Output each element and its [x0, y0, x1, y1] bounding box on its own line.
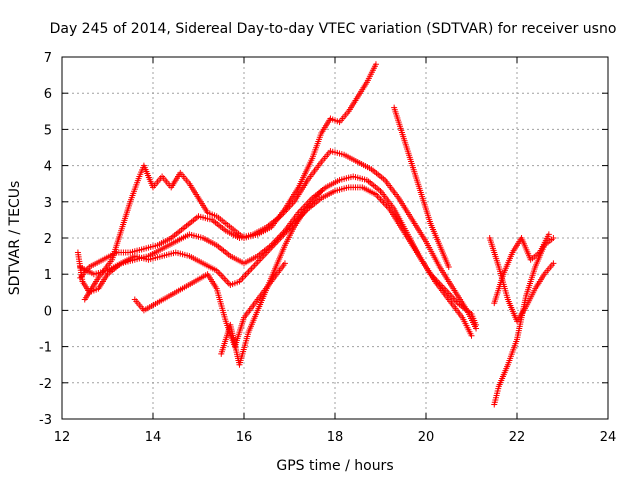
- y-tick-label: -1: [39, 341, 52, 356]
- y-tick-label: 6: [44, 87, 52, 102]
- data-point: [318, 187, 325, 194]
- x-axis-label: GPS time / hours: [276, 458, 393, 474]
- x-tick-label: 16: [236, 430, 253, 445]
- x-tick-label: 14: [145, 430, 162, 445]
- x-tick-label: 22: [509, 430, 526, 445]
- data-point: [445, 263, 452, 270]
- y-tick-label: -3: [39, 413, 52, 428]
- y-tick-label: 2: [44, 232, 52, 247]
- data-point: [473, 325, 480, 332]
- data-point: [468, 332, 475, 339]
- y-axis-label: SDTVAR / TECUs: [7, 181, 23, 296]
- x-tick-label: 24: [600, 430, 617, 445]
- x-tick-label: 20: [418, 430, 435, 445]
- data-point: [281, 260, 288, 267]
- data-points: [74, 61, 557, 408]
- plot-frame: [61, 56, 609, 420]
- y-tick-label: 7: [44, 51, 52, 66]
- y-tick-label: 0: [44, 304, 52, 319]
- data-point: [550, 260, 557, 267]
- y-tick-label: -2: [39, 377, 52, 392]
- y-tick-label: 1: [44, 268, 52, 283]
- y-tick-label: 3: [44, 196, 52, 211]
- data-point: [550, 235, 557, 241]
- data-point: [372, 61, 379, 68]
- x-tick-label: 12: [54, 430, 71, 445]
- y-tick-label: 4: [44, 160, 52, 175]
- grid: [62, 57, 608, 419]
- x-tick-label: 18: [327, 430, 344, 445]
- data-point: [545, 231, 552, 238]
- chart-title: Day 245 of 2014, Sidereal Day-to-day VTE…: [50, 21, 617, 37]
- y-tick-label: 5: [44, 123, 52, 138]
